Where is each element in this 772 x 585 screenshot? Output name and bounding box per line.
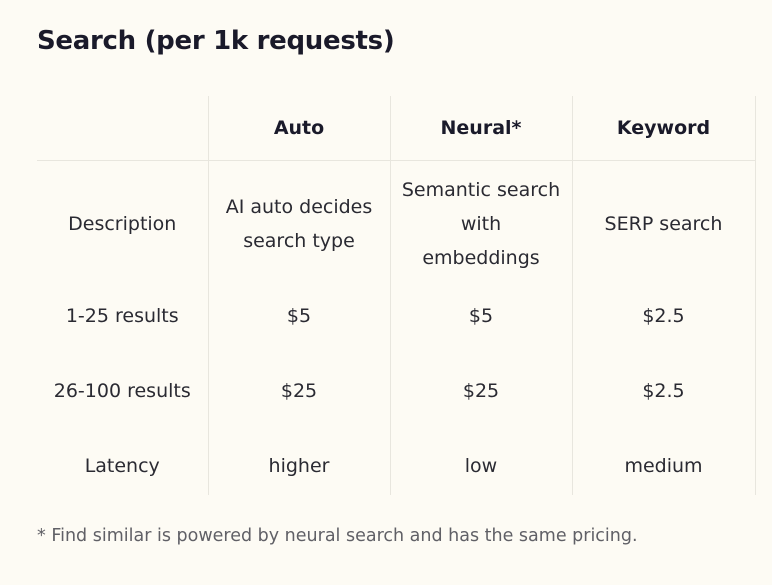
table-cell: $2.5: [571, 287, 756, 345]
header-cell-keyword: Keyword: [571, 96, 756, 161]
table-row: Latency higher low medium: [37, 437, 756, 495]
table-cell: higher: [207, 437, 390, 495]
row-label: 26-100 results: [53, 380, 191, 402]
footnote: * Find similar is powered by neural sear…: [37, 526, 638, 546]
table-row: 1-25 results $5 $5 $2.5: [37, 287, 756, 345]
row-label: Latency: [84, 455, 160, 477]
section-title: Search (per 1k requests): [37, 26, 395, 56]
row-label: 1-25 results: [65, 305, 179, 327]
table-cell: $5: [207, 287, 390, 345]
table-cell: $25: [207, 345, 390, 437]
table-cell: $2.5: [571, 345, 756, 437]
table-row: 26-100 results $25 $25 $2.5: [37, 345, 756, 437]
header-cell-auto: Auto: [207, 96, 390, 161]
row-label: Description: [68, 213, 177, 235]
pricing-table: Auto Neural* Keyword Description AI auto…: [37, 96, 756, 495]
table-cell: $5: [389, 287, 572, 345]
header-cell-neural: Neural*: [389, 96, 572, 161]
table-cell: low: [389, 437, 572, 495]
table-header-row: Auto Neural* Keyword: [37, 96, 756, 161]
table-cell: $25: [389, 345, 572, 437]
table-cell: SERP search: [571, 160, 756, 287]
header-cell-empty: [37, 96, 208, 161]
table-cell: Semantic search with embeddings: [389, 160, 572, 287]
table-row: Description AI auto decides search type …: [37, 160, 756, 287]
table-cell: AI auto decides search type: [207, 160, 390, 287]
table-cell: medium: [571, 437, 756, 495]
